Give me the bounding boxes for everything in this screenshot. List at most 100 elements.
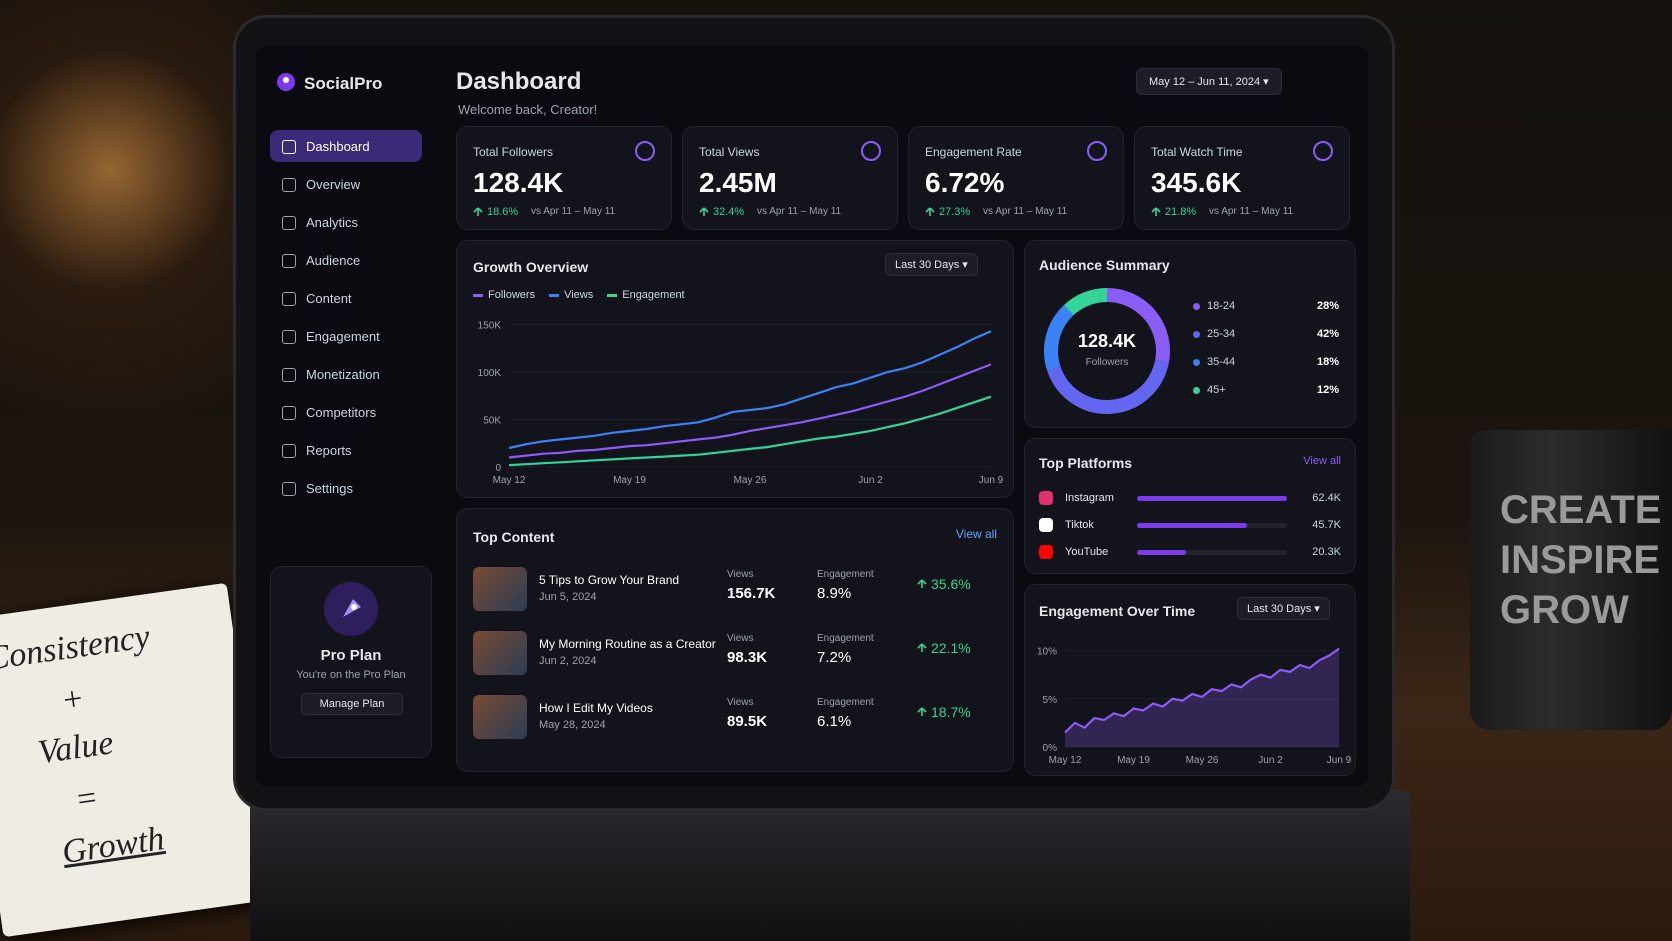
content-row[interactable]: 5 Tips to Grow Your Brand Jun 5, 2024 View… [473,565,997,617]
content-date: Jun 5, 2024 [539,591,597,603]
nav-icon [282,140,296,154]
nav-item[interactable]: Content [270,282,422,314]
line [1064,647,1340,734]
stat-card: Total Views 2.45M 32.4% vs Apr 11 – May 11 [682,126,898,230]
x-tick-label: Jun 9 [979,475,1004,486]
note-line: = [72,778,101,819]
nav-label: Settings [306,481,353,496]
date-range-button[interactable]: May 12 – Jun 11, 2024 ▾ [1136,68,1282,95]
legend-dot [1193,303,1200,310]
platforms-card: Top Platforms View all Instagram 62.4K Tik… [1024,438,1356,574]
mug-text: CREATE [1500,488,1662,532]
line [508,330,992,450]
x-tick-label: May 19 [1117,755,1150,766]
legend-dot [1193,359,1200,366]
nav-item[interactable]: Dashboard [270,130,422,162]
page-title: Dashboard [456,68,582,95]
nav-label: Content [306,291,352,306]
legend-value: 28% [1316,300,1339,312]
legend-row: 35-44 18% [1193,355,1339,371]
card-title: Top Content [473,529,555,545]
note-line: Consistency [0,618,153,678]
engagement-value: 8.9% [817,585,852,602]
up-arrow [917,707,927,716]
stat-label: Total Followers [473,145,554,159]
engagement-card: Engagement Over Time Last 30 Days ▾ 0% 5%… [1024,584,1356,776]
growth-value: 22.1% [931,640,971,656]
x-tick-label: May 12 [1049,755,1082,766]
range: Last 30 Days [1247,603,1312,615]
nav-icon [282,330,296,344]
logo-icon [277,73,295,91]
manage-plan-button[interactable]: Manage Plan [301,693,403,715]
content-row[interactable]: How I Edit My Videos May 28, 2024 Views 89.… [473,693,997,745]
legend-value: 18% [1316,356,1339,368]
range-button[interactable]: Last 30 Days ▾ [885,253,978,276]
nav-item[interactable]: Overview [270,168,422,200]
top-content-card: Top Content View all 5 Tips to Grow Your… [456,508,1014,772]
nav-item[interactable]: Reports [270,434,422,466]
views-label: Views [727,697,754,708]
donut-segment [1044,305,1074,371]
note-line: + [58,679,87,720]
stat-period: vs Apr 11 – May 11 [983,206,1068,217]
nav-item[interactable]: Audience [270,244,422,276]
y-tick-label: 5% [1043,695,1058,706]
thumbnail [473,695,527,739]
nav-icon [282,254,296,268]
up-arrow [925,207,935,216]
range: Last 30 Days [895,259,960,271]
nav-item[interactable]: Settings [270,472,422,504]
platform-icon [1039,518,1053,532]
growth-value: 18.7% [931,704,971,720]
card-title: Top Platforms [1039,455,1133,471]
nav-item[interactable]: Engagement [270,320,422,352]
views-label: Views [727,633,754,644]
y-tick-label: 10% [1037,647,1057,658]
views-value: 89.5K [727,713,768,730]
nav-item[interactable]: Competitors [270,396,422,428]
thumbnail [473,631,527,675]
nav-label: Dashboard [306,139,370,154]
legend-label: 18-24 [1207,300,1236,312]
bar-value: 45.7K [1312,519,1341,531]
plan-card: Pro Plan You're on the Pro Plan Manage P… [270,566,432,758]
y-tick-label: 150K [478,321,502,332]
donut-center-label: Followers [1086,357,1129,368]
platform-row: Instagram 62.4K [1039,489,1341,509]
content-title: How I Edit My Videos [539,701,653,715]
mug: CREATE INSPIRE GROW [1470,430,1672,730]
legend-row: 25-34 42% [1193,327,1339,343]
range-button[interactable]: Last 30 Days ▾ [1237,597,1330,620]
view-all-link[interactable]: View all [955,527,997,541]
view-all-link[interactable]: View all [1303,455,1341,467]
nav-item[interactable]: Monetization [270,358,422,390]
nav-label: Overview [306,177,361,192]
plan-text: You're on the Pro Plan [296,669,406,681]
up-arrow [917,643,927,652]
bar [1137,523,1247,528]
stat-label: Total Watch Time [1151,145,1243,159]
content-title: My Morning Routine as a Creator [539,637,716,651]
donut-segment [1106,288,1170,363]
laptop-base [250,790,1410,941]
legend-label: Views [564,289,594,301]
donut-chart: 128.4K Followers [1044,288,1170,414]
nav-icon [282,368,296,382]
legend-swatch [607,293,618,297]
y-tick-label: 50K [483,416,501,427]
legend-dot [1193,331,1200,338]
nav-item[interactable]: Analytics [270,206,422,238]
engagement-label: Engagement [817,569,874,580]
plan-title: Pro Plan [320,647,382,664]
y-tick-label: 0 [495,463,501,474]
legend-item: Followers [473,289,535,301]
stat-change: 21.8% [1165,206,1197,218]
legend-item: Engagement [607,289,685,301]
note-line: Growth [59,820,167,872]
content-row[interactable]: My Morning Routine as a Creator Jun 2, 20… [473,629,997,681]
legend-row: 18-24 28% [1193,299,1339,315]
legend-value: 12% [1316,384,1339,396]
stat-icon [635,141,655,161]
